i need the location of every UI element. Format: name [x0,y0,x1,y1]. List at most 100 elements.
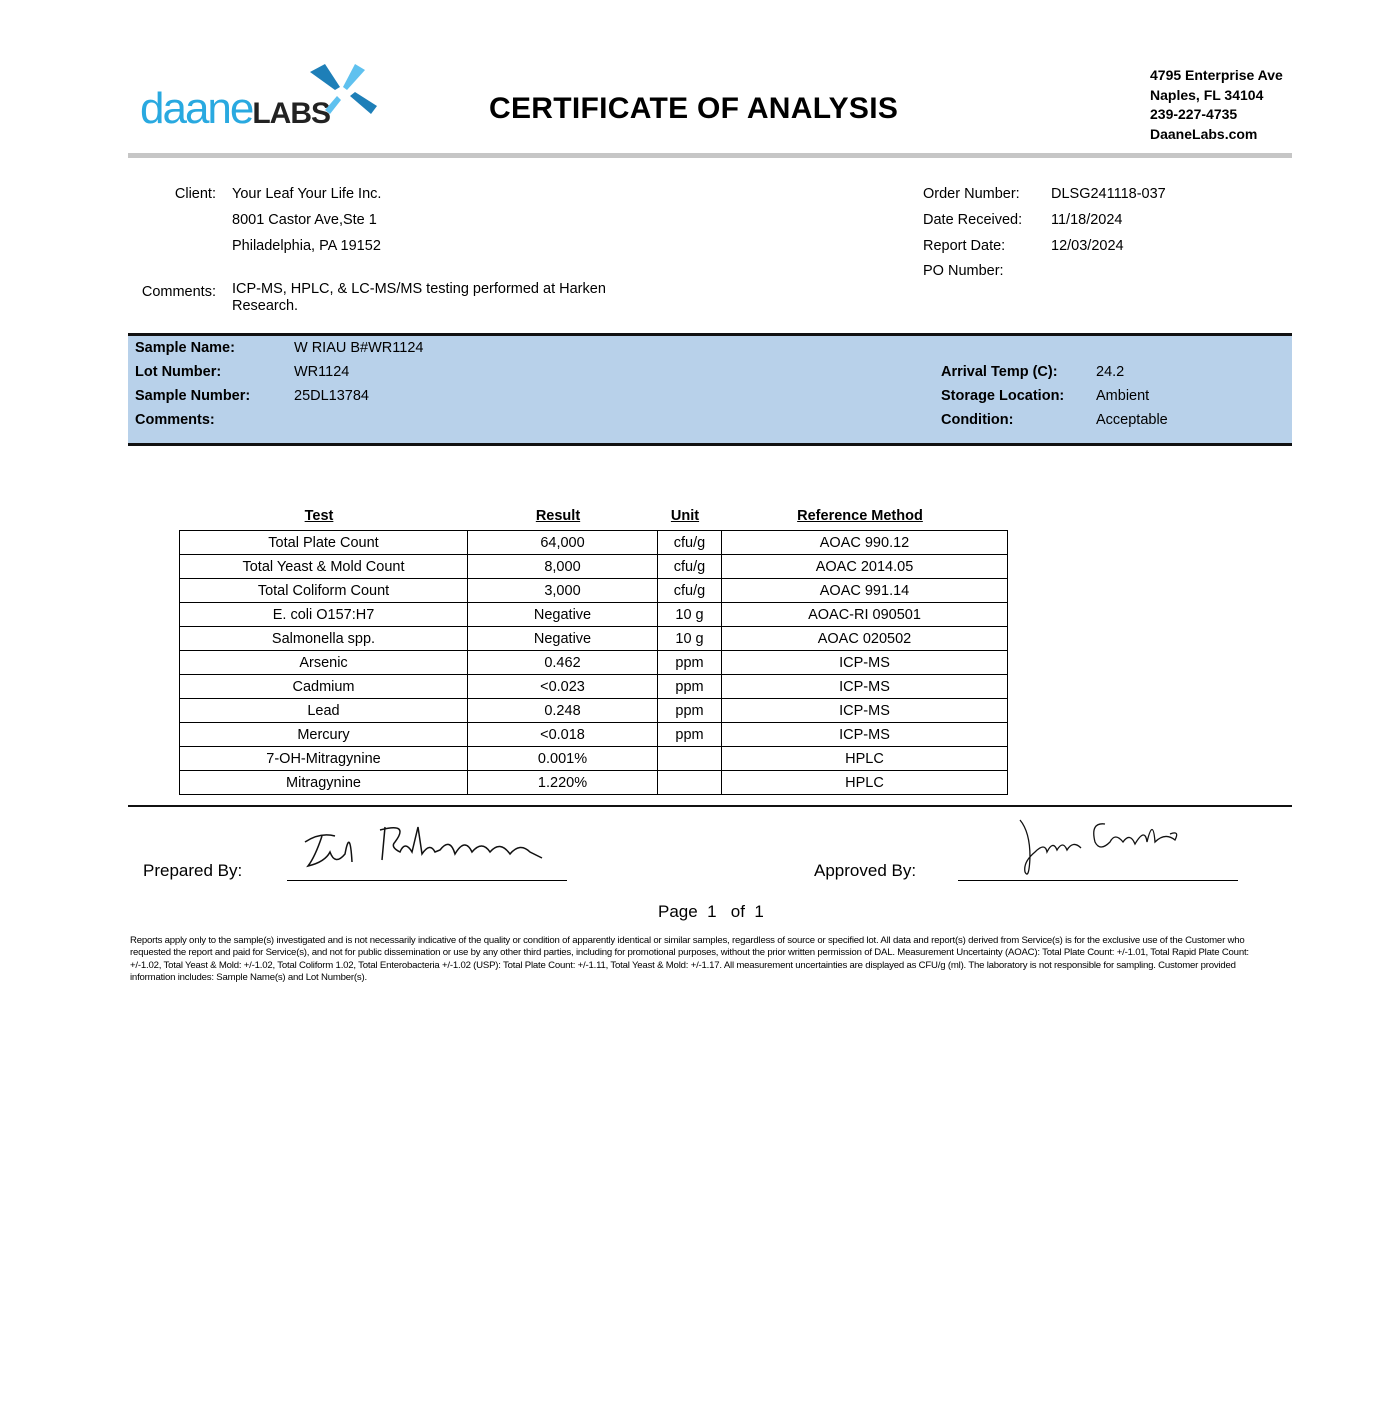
col-header-test: Test [304,508,334,524]
approved-signature [1019,819,1178,875]
page-number: Page 1 of 1 [658,902,764,921]
cell-unit: 10 g [657,626,722,651]
arrival-temp: 24.2 [1096,364,1125,380]
header-divider [128,153,1292,158]
cell-method: AOAC 991.14 [721,578,1008,603]
client-comments: ICP-MS, HPLC, & LC-MS/MS testing perform… [232,281,606,314]
cell-method: AOAC 990.12 [721,530,1008,555]
order-number-label: Order Number: [923,186,1020,202]
cell-test: Salmonella spp. [179,626,468,651]
cell-result: Negative [467,626,658,651]
client-address-1: 8001 Castor Ave,Ste 1 [232,212,377,228]
cell-test: 7-OH-Mitragynine [179,746,468,771]
sample-comments-label: Comments: [135,412,215,428]
approved-signature-line [958,880,1238,881]
cell-method: AOAC-RI 090501 [721,602,1008,627]
table-row: 7-OH-Mitragynine 0.001% HPLC [179,746,1008,771]
cell-method: AOAC 2014.05 [721,554,1008,579]
cell-result: <0.023 [467,674,658,699]
cell-result: <0.018 [467,722,658,747]
cell-result: 0.001% [467,746,658,771]
client-name: Your Leaf Your Life Inc. [232,186,382,202]
cell-unit: cfu/g [657,578,722,603]
po-number-label: PO Number: [923,263,1004,279]
lot-number: WR1124 [294,364,350,380]
cell-unit: ppm [657,722,722,747]
cell-unit: cfu/g [657,530,722,555]
page-title: CERTIFICATE OF ANALYSIS [489,92,899,125]
cell-test: Arsenic [179,650,468,675]
client-address-2: Philadelphia, PA 19152 [232,238,381,254]
sample-number-label: Sample Number: [135,388,251,404]
cell-result: 0.248 [467,698,658,723]
sample-info-band: Sample Name: W RIAU B#WR1124 Lot Number:… [128,333,1292,446]
cell-unit: ppm [657,674,722,699]
cell-unit: ppm [657,698,722,723]
cell-unit [657,770,722,795]
disclaimer: Reports apply only to the sample(s) inve… [130,935,1249,984]
cell-unit: ppm [657,650,722,675]
cell-result: 1.220% [467,770,658,795]
condition-label: Condition: [941,412,1014,428]
cell-test: Mitragynine [179,770,468,795]
comments-label: Comments: [141,284,216,300]
starburst-icon [310,64,377,114]
lot-number-label: Lot Number: [135,364,222,380]
cell-method: ICP-MS [721,698,1008,723]
table-row: Cadmium <0.023 ppm ICP-MS [179,674,1008,699]
cell-method: ICP-MS [721,650,1008,675]
date-received-label: Date Received: [923,212,1023,228]
cell-unit [657,746,722,771]
cell-result: 0.462 [467,650,658,675]
order-number: DLSG241118-037 [1051,186,1166,202]
table-row: Total Coliform Count 3,000 cfu/g AOAC 991.1… [179,578,1008,603]
table-row: Salmonella spp. Negative 10 g AOAC 020502 [179,626,1008,651]
cell-method: HPLC [721,770,1008,795]
cell-result: 3,000 [467,578,658,603]
col-header-method: Reference Method [797,508,923,524]
sample-number: 25DL13784 [294,388,369,404]
arrival-temp-label: Arrival Temp (C): [941,364,1058,380]
prepared-by-label: Prepared By: [143,861,243,880]
col-header-result: Result [535,508,581,524]
table-row: Total Yeast & Mold Count 8,000 cfu/g AOAC 2… [179,554,1008,579]
cell-unit: 10 g [657,602,722,627]
cell-method: HPLC [721,746,1008,771]
approved-by-label: Approved By: [814,861,917,880]
lab-address: 4795 Enterprise Ave Naples, FL 34104 239-2… [1150,67,1283,142]
daanelabs-logo: daaneLABS [140,62,380,133]
table-row: E. coli O157:H7 Negative 10 g AOAC-RI 09050… [179,602,1008,627]
table-row: Total Plate Count 64,000 cfu/g AOAC 990.12 [179,530,1008,555]
cell-method: ICP-MS [721,722,1008,747]
cell-test: Cadmium [179,674,468,699]
date-received: 11/18/2024 [1051,212,1123,228]
sample-name: W RIAU B#WR1124 [294,340,424,356]
cell-method: AOAC 020502 [721,626,1008,651]
col-header-unit: Unit [670,508,700,524]
cell-result: Negative [467,602,658,627]
table-row: Mercury <0.018 ppm ICP-MS [179,722,1008,747]
condition: Acceptable [1096,412,1168,428]
cell-test: E. coli O157:H7 [179,602,468,627]
cell-result: 8,000 [467,554,658,579]
cell-test: Mercury [179,722,468,747]
storage-location: Ambient [1096,388,1150,404]
prepared-signature [304,826,543,868]
signoff-divider [128,805,1292,807]
cell-test: Total Plate Count [179,530,468,555]
cell-unit: cfu/g [657,554,722,579]
client-label: Client: [174,186,216,202]
table-row: Arsenic 0.462 ppm ICP-MS [179,650,1008,675]
results-table: Total Plate Count 64,000 cfu/g AOAC 990.12 T… [179,530,1008,795]
cell-test: Total Yeast & Mold Count [179,554,468,579]
cell-method: ICP-MS [721,674,1008,699]
cell-test: Lead [179,698,468,723]
report-date-label: Report Date: [923,238,1006,254]
table-row: Mitragynine 1.220% HPLC [179,770,1008,795]
cell-result: 64,000 [467,530,658,555]
sample-name-label: Sample Name: [135,340,235,356]
report-date: 12/03/2024 [1051,238,1124,254]
cell-test: Total Coliform Count [179,578,468,603]
storage-location-label: Storage Location: [941,388,1065,404]
prepared-signature-line [287,880,567,881]
